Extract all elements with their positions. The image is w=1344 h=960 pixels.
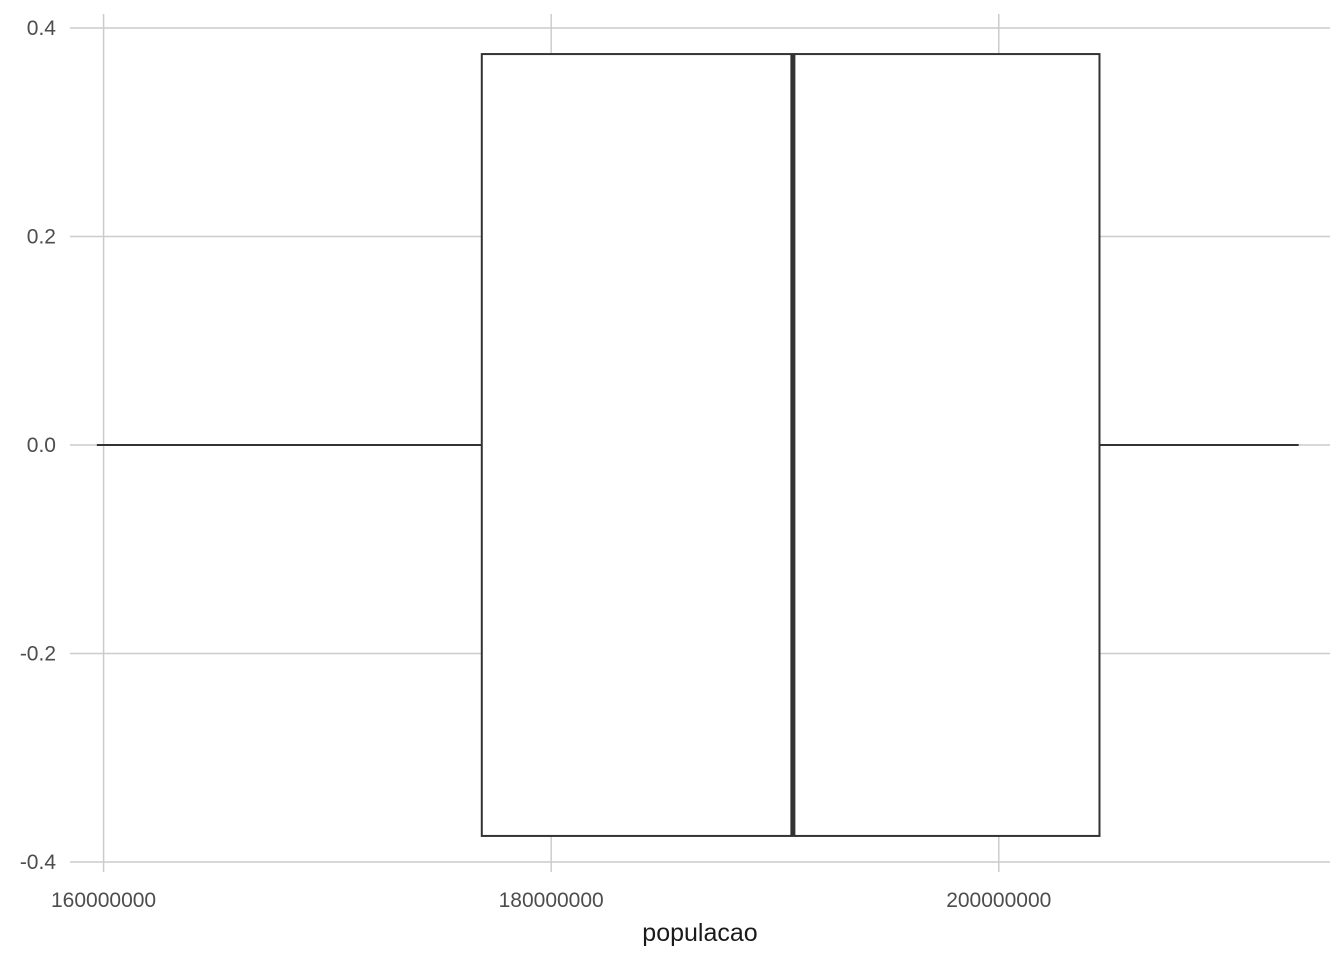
tick-labels: -0.4 -0.2 0.0 0.2 0.4 160000000 180000000 20000…: [20, 17, 1052, 912]
x-tick-label: 180000000: [499, 889, 604, 912]
x-tick-label: 200000000: [946, 889, 1051, 912]
y-tick-label: -0.2: [20, 643, 56, 666]
y-tick-label: 0.0: [27, 434, 56, 457]
box-and-whisker: [96, 53, 1299, 837]
y-tick-label: -0.4: [20, 851, 57, 874]
x-axis-title: populacao: [642, 919, 757, 947]
x-tick-label: 160000000: [51, 889, 156, 912]
y-tick-label: 0.2: [27, 226, 56, 249]
y-tick-label: 0.4: [27, 17, 57, 40]
